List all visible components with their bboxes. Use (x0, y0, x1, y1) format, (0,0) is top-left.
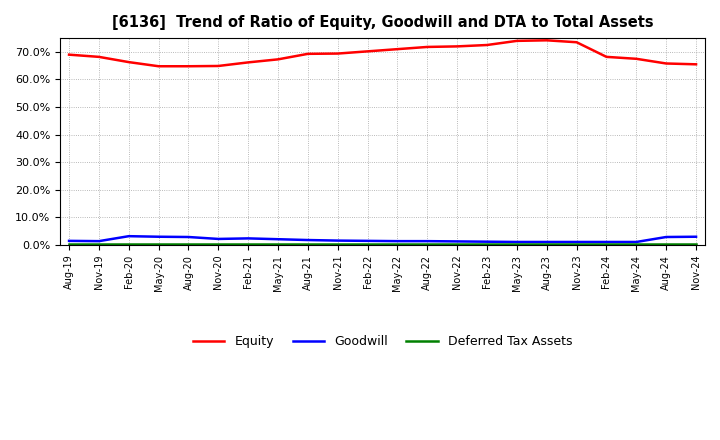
Goodwill (572, 239, 581, 245)
Deferred Tax Assets (184, 242, 193, 247)
Goodwill (184, 235, 193, 240)
Deferred Tax Assets (453, 242, 462, 247)
Equity (542, 38, 551, 43)
Deferred Tax Assets (423, 242, 432, 247)
Goodwill (423, 238, 432, 244)
Goodwill (154, 234, 163, 239)
Equity (482, 42, 491, 48)
Goodwill (274, 237, 282, 242)
Equity (154, 64, 163, 69)
Goodwill (482, 239, 491, 244)
Equity (692, 62, 701, 67)
Deferred Tax Assets (542, 242, 551, 247)
Equity (333, 51, 342, 56)
Deferred Tax Assets (572, 242, 581, 247)
Goodwill (125, 234, 133, 239)
Equity (423, 44, 432, 50)
Goodwill (214, 236, 222, 242)
Equity (184, 64, 193, 69)
Equity (214, 63, 222, 69)
Line: Goodwill: Goodwill (69, 236, 696, 242)
Goodwill (453, 239, 462, 244)
Goodwill (513, 239, 521, 245)
Deferred Tax Assets (65, 242, 73, 247)
Deferred Tax Assets (304, 242, 312, 247)
Equity (602, 54, 611, 59)
Goodwill (333, 238, 342, 243)
Goodwill (393, 238, 402, 244)
Deferred Tax Assets (94, 242, 103, 247)
Equity (632, 56, 641, 62)
Equity (364, 49, 372, 54)
Deferred Tax Assets (274, 242, 282, 247)
Equity (125, 59, 133, 65)
Deferred Tax Assets (214, 242, 222, 247)
Deferred Tax Assets (244, 242, 253, 247)
Equity (274, 57, 282, 62)
Title: [6136]  Trend of Ratio of Equity, Goodwill and DTA to Total Assets: [6136] Trend of Ratio of Equity, Goodwil… (112, 15, 653, 30)
Equity (572, 40, 581, 45)
Deferred Tax Assets (632, 242, 641, 247)
Goodwill (304, 238, 312, 243)
Equity (304, 51, 312, 56)
Deferred Tax Assets (333, 242, 342, 247)
Equity (94, 54, 103, 59)
Goodwill (542, 239, 551, 245)
Goodwill (632, 239, 641, 245)
Equity (662, 61, 670, 66)
Goodwill (692, 234, 701, 239)
Deferred Tax Assets (364, 242, 372, 247)
Goodwill (94, 238, 103, 244)
Deferred Tax Assets (662, 242, 670, 247)
Deferred Tax Assets (692, 242, 701, 247)
Goodwill (602, 239, 611, 245)
Goodwill (244, 236, 253, 241)
Goodwill (364, 238, 372, 243)
Deferred Tax Assets (393, 242, 402, 247)
Equity (393, 47, 402, 52)
Equity (65, 52, 73, 57)
Deferred Tax Assets (125, 242, 133, 247)
Line: Equity: Equity (69, 40, 696, 66)
Equity (244, 60, 253, 65)
Goodwill (662, 235, 670, 240)
Goodwill (65, 238, 73, 243)
Deferred Tax Assets (482, 242, 491, 247)
Legend: Equity, Goodwill, Deferred Tax Assets: Equity, Goodwill, Deferred Tax Assets (188, 330, 577, 353)
Deferred Tax Assets (602, 242, 611, 247)
Equity (513, 38, 521, 44)
Equity (453, 44, 462, 49)
Deferred Tax Assets (154, 242, 163, 247)
Deferred Tax Assets (513, 242, 521, 247)
